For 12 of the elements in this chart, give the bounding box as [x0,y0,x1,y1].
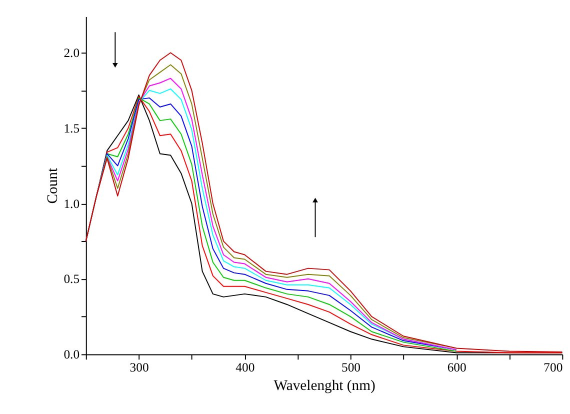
y-tick-label: 2.0 [64,46,80,60]
x-tick-label: 700 [544,360,563,374]
x-tick-label: 600 [447,360,466,374]
x-tick-label: 300 [130,360,149,374]
y-tick-label: 0.0 [64,348,80,362]
x-axis-title: Wavelenght (nm) [274,378,376,394]
x-tick-label: 400 [236,360,255,374]
y-tick-label: 1.0 [64,196,80,211]
x-tick-label: 500 [341,360,360,374]
y-tick-label: 0.5 [64,272,80,286]
y-tick-label: 1.5 [64,121,80,136]
y-axis-title: Count [44,168,61,204]
